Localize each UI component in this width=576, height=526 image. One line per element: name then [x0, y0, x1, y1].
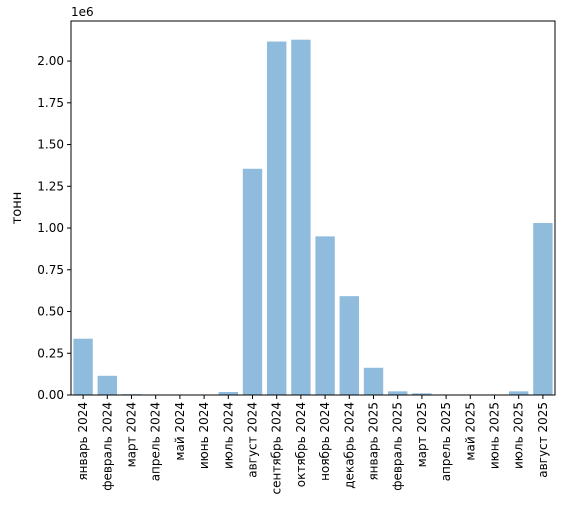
bar	[291, 39, 311, 395]
x-tick-label: январь 2024	[76, 402, 90, 481]
x-tick-label: июль 2025	[512, 402, 526, 469]
x-tick-label: март 2025	[415, 402, 429, 467]
y-tick-label: 0.75	[37, 263, 64, 277]
y-tick-label: 2.00	[37, 54, 64, 68]
bar	[509, 391, 529, 395]
bar	[73, 338, 93, 395]
y-tick-label: 1.25	[37, 179, 64, 193]
x-tick-label: ноябрь 2024	[318, 402, 332, 481]
y-tick-label: 0.25	[37, 346, 64, 360]
bar	[388, 391, 408, 395]
x-tick-label: май 2025	[463, 402, 477, 461]
plot-frame	[70, 20, 556, 396]
bar	[97, 375, 117, 395]
x-tick-label: сентябрь 2024	[270, 402, 284, 494]
bar	[533, 223, 553, 395]
y-tick-label: 0.50	[37, 305, 64, 319]
bar	[412, 393, 432, 395]
y-axis-label: тонн	[10, 192, 25, 225]
x-tick-label: февраль 2024	[100, 402, 114, 491]
bar	[218, 391, 238, 395]
bars-layer	[73, 39, 553, 395]
bar	[242, 168, 263, 395]
x-tick-label: март 2024	[125, 402, 139, 467]
bar	[339, 296, 359, 395]
y-axis: 0.00 0.25 0.50 0.75 1.00 1.25 1.50 1.75 2.00	[37, 54, 71, 402]
y-tick-label: 0.00	[37, 388, 64, 402]
x-tick-label: апрель 2024	[149, 402, 163, 481]
bar	[267, 41, 287, 395]
x-tick-label: май 2024	[173, 402, 187, 461]
x-tick-label: июнь 2025	[488, 402, 502, 469]
bar	[315, 236, 335, 395]
x-tick-label: июнь 2024	[197, 402, 211, 469]
x-tick-label: август 2024	[246, 402, 260, 478]
x-axis: январь 2024 февраль 2024 март 2024 апрель 2…	[76, 395, 550, 494]
x-tick-label: октябрь 2024	[294, 402, 308, 487]
x-tick-label: август 2025	[536, 402, 550, 478]
x-tick-label: декабрь 2024	[342, 402, 356, 489]
y-tick-label: 1.50	[37, 138, 64, 152]
x-tick-label: июль 2024	[221, 402, 235, 469]
y-tick-label: 1.00	[37, 221, 64, 235]
x-tick-label: апрель 2025	[439, 402, 453, 481]
bar	[363, 367, 384, 395]
y-tick-label: 1.75	[37, 96, 64, 110]
y-offset-text: 1e6	[71, 5, 94, 19]
x-tick-label: февраль 2025	[391, 402, 405, 491]
x-tick-label: январь 2025	[367, 402, 381, 481]
